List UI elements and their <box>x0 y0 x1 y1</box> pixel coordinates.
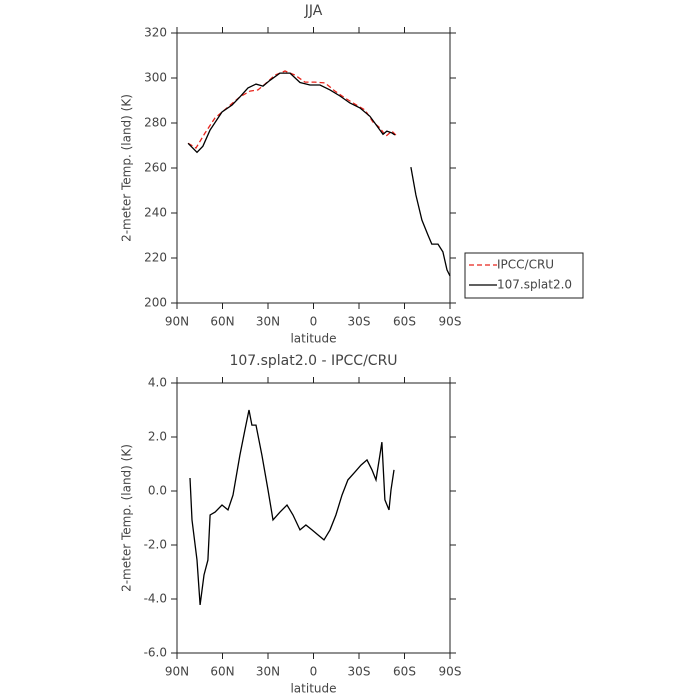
panel-title: 107.splat2.0 - IPCC/CRU <box>229 353 397 369</box>
legend-box <box>464 252 584 299</box>
x-tick-label: 60N <box>210 665 234 679</box>
x-tick-label: 90N <box>165 315 189 329</box>
x-axis-label: latitude <box>290 682 336 696</box>
y-tick-label: -2.0 <box>144 538 167 552</box>
y-tick-label: 260 <box>144 161 167 175</box>
y-tick-label: 200 <box>144 296 167 310</box>
x-tick-label: 30S <box>348 315 371 329</box>
data-line <box>187 72 451 277</box>
x-tick-label: 0 <box>310 315 318 329</box>
legend-label: IPCC/CRU <box>497 258 554 272</box>
y-tick-label: -6.0 <box>144 646 167 660</box>
x-tick-label: 60S <box>393 665 416 679</box>
panel-title: JJA <box>304 3 323 19</box>
x-tick-label: 30N <box>256 665 280 679</box>
x-tick-label: 0 <box>310 665 318 679</box>
x-tick-label: 30S <box>348 665 371 679</box>
x-tick-label: 90S <box>439 315 462 329</box>
y-tick-label: 0.0 <box>148 484 167 498</box>
y-tick-label: 300 <box>144 71 167 85</box>
plot-frame <box>176 32 451 304</box>
x-axis-label: latitude <box>290 332 336 346</box>
x-tick-label: 60N <box>210 315 234 329</box>
x-tick-label: 30N <box>256 315 280 329</box>
x-tick-label: 90N <box>165 665 189 679</box>
x-tick-label: 60S <box>393 315 416 329</box>
legend-label: 107.splat2.0 <box>497 278 572 292</box>
x-tick-label: 90S <box>439 665 462 679</box>
data-line <box>187 70 398 149</box>
y-tick-label: 2.0 <box>148 430 167 444</box>
y-tick-label: 320 <box>144 26 167 40</box>
y-axis-label: 2-meter Temp. (land) (K) <box>120 444 134 592</box>
y-tick-label: -4.0 <box>144 592 167 606</box>
y-axis-label: 2-meter Temp. (land) (K) <box>120 94 134 242</box>
y-tick-label: 240 <box>144 206 167 220</box>
y-tick-label: 280 <box>144 116 167 130</box>
y-tick-label: 220 <box>144 251 167 265</box>
plot-frame <box>176 382 451 654</box>
data-line <box>189 409 395 605</box>
y-tick-label: 4.0 <box>148 376 167 390</box>
